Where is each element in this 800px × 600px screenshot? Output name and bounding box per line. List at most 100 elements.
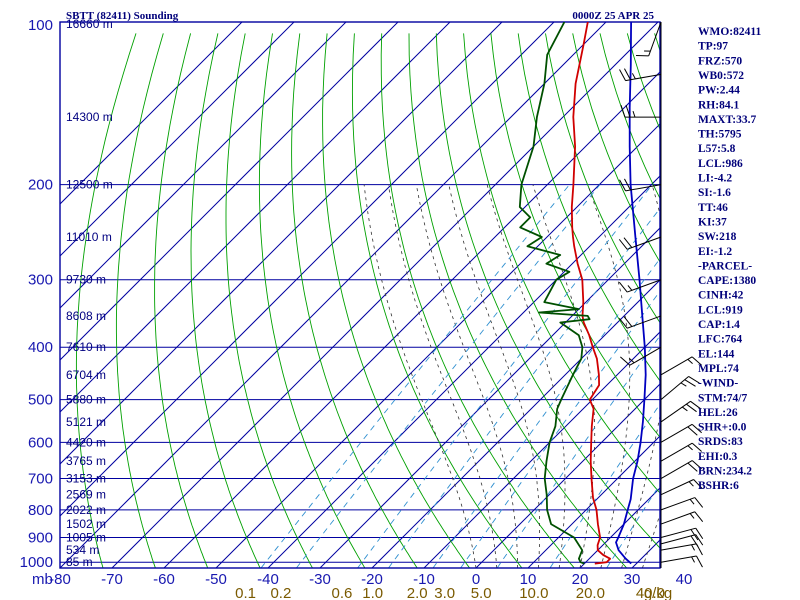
wind-barb-shaft <box>625 73 662 82</box>
index-item: LCL:919 <box>698 304 743 316</box>
x-axis-unit-label: mb <box>32 571 53 588</box>
index-item: TP:97 <box>698 41 728 53</box>
mixing-ratio-line <box>260 184 570 568</box>
dry-adiabat-line <box>115 33 164 568</box>
wind-barb <box>618 279 662 293</box>
wind-barb-half-flag <box>687 358 693 364</box>
index-item: KI:37 <box>698 216 727 228</box>
isotherm-line <box>163 71 660 568</box>
index-item: PW:2.44 <box>698 85 740 97</box>
height-label: 1502 m <box>66 517 106 531</box>
wind-barb-flag <box>696 555 703 568</box>
pressure-tick-label: 1000 <box>20 554 53 571</box>
wind-barb-shaft <box>629 346 662 366</box>
wind-barb <box>660 400 701 423</box>
temperature-tick-label: -20 <box>361 571 383 588</box>
wind-barb-flag <box>687 462 698 472</box>
index-item: SW:218 <box>698 231 737 243</box>
wind-barb-half-flag <box>691 544 695 551</box>
wind-barb-flag <box>624 68 631 80</box>
wind-barb <box>618 315 662 329</box>
index-item: TT:46 <box>698 202 728 214</box>
wind-barb-flag <box>619 179 626 192</box>
mixing-ratio-label: 0.2 <box>270 585 291 600</box>
wind-barb-flag <box>624 178 631 191</box>
dry-adiabat-line <box>154 33 209 568</box>
height-label: 12500 m <box>66 178 113 192</box>
sounding-series <box>518 22 647 565</box>
height-label: 85 m <box>66 555 93 569</box>
height-label: 2569 m <box>66 488 106 502</box>
index-item: CAP:1.4 <box>698 319 740 331</box>
dry-adiabat-line <box>463 33 660 494</box>
index-item: CINH:42 <box>698 290 744 302</box>
temperature-tick-label: 30 <box>624 571 641 588</box>
index-item: LFC:764 <box>698 334 742 346</box>
wind-barb-half-flag <box>682 406 688 412</box>
height-label: 8608 m <box>66 309 106 323</box>
wind-barb-flag <box>619 69 626 81</box>
wind-barb-flag <box>623 316 633 327</box>
pressure-tick-label: 600 <box>28 434 53 451</box>
index-item: -PARCEL- <box>698 260 752 272</box>
isotherm-line <box>475 383 660 568</box>
isotherm-line <box>527 435 660 568</box>
dry-adiabat-line <box>572 33 660 263</box>
height-label: 14300 m <box>66 110 113 124</box>
isotherm-line <box>60 22 243 205</box>
wind-barb-half-flag <box>680 382 687 387</box>
temperature-axis-labels: mb-80 -70 -60 -50 -40 -30 -20 -10 0 10 20 30 40 <box>32 571 692 588</box>
isobar-lines <box>60 21 660 563</box>
pressure-tick-label: 100 <box>28 17 53 34</box>
wind-barb-flag <box>694 511 704 522</box>
index-item: SRDS:83 <box>698 436 743 448</box>
mixing-ratio-label: 40.0 <box>636 585 665 600</box>
temperature-tick-label: 10 <box>520 571 537 588</box>
temperature-tick-label: 40 <box>676 571 693 588</box>
wind-barb-flag <box>695 527 704 540</box>
wind-barb <box>660 555 703 568</box>
index-item: FRZ:570 <box>698 55 742 67</box>
moist-adiabat-line <box>621 184 660 568</box>
wind-barb-half-flag <box>691 556 695 563</box>
wind-barb <box>636 21 662 57</box>
wind-barb <box>619 68 662 82</box>
plot-frame <box>59 21 661 569</box>
index-item: L57:5.8 <box>698 143 736 155</box>
isotherm-line <box>60 22 451 413</box>
temperature-tick-label: -70 <box>101 571 123 588</box>
isotherm-line <box>60 22 295 257</box>
height-label: 5121 m <box>66 415 106 429</box>
wind-barb <box>660 376 700 400</box>
wind-barb <box>660 497 704 511</box>
wind-barb <box>660 534 704 547</box>
dry-adiabat-line <box>490 33 660 439</box>
index-item: MAXT:33.7 <box>698 114 756 126</box>
pressure-tick-label: 500 <box>28 392 53 409</box>
wind-barb-shaft <box>625 184 662 192</box>
index-item: SHR+:0.0 <box>698 422 747 434</box>
isotherm-line <box>60 22 555 517</box>
pressure-tick-label: 200 <box>28 177 53 194</box>
mixing-ratio-line <box>496 335 660 568</box>
mixing-ratio-line <box>460 290 660 568</box>
wind-barb-flag <box>691 442 702 452</box>
dry-adiabat-line <box>408 33 628 568</box>
index-item: RH:84.1 <box>698 99 739 111</box>
mixing-ratio-label: 0.1 <box>235 585 256 600</box>
temperature-tick-label: 20 <box>572 571 589 588</box>
wind-barb <box>660 442 702 462</box>
index-item: TH:5795 <box>698 129 742 141</box>
wind-barb-flag <box>690 535 699 547</box>
index-item: -WIND- <box>698 378 738 390</box>
mixing-ratio-labels: 0.1 0.2 0.6 1.0 2.0 3.0 5.0 10.0 20.0 40.0g/kg <box>235 585 672 600</box>
dry-adiabat-line <box>351 33 523 568</box>
index-item: HEL:26 <box>698 407 738 419</box>
wind-barb-flag <box>618 281 628 293</box>
isotherm-line <box>267 175 660 568</box>
wind-barb <box>619 178 662 192</box>
dry-adiabat-line <box>322 33 470 568</box>
dry-adiabat-line <box>225 33 313 568</box>
height-label: 7610 m <box>66 340 106 354</box>
